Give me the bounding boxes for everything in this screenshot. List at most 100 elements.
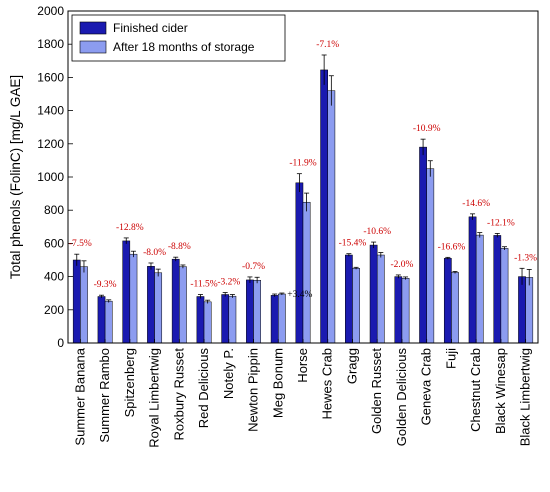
legend-swatch-finished-cider [79, 21, 107, 35]
bar-finished-cider [221, 294, 230, 344]
x-tick-label: Golden Russet [369, 348, 384, 434]
bar-after-18-months-of-storage [525, 277, 534, 344]
bar-after-18-months-of-storage [376, 254, 385, 344]
bar-finished-cider [369, 244, 378, 344]
legend-label-after-storage: After 18 months of storage [113, 40, 255, 54]
legend-box [71, 14, 286, 62]
x-tick-label: Black Winesap [493, 348, 508, 434]
bar-after-18-months-of-storage [179, 266, 187, 344]
change-label: -10.6% [363, 227, 391, 237]
bar-finished-cider [246, 279, 254, 344]
change-label: -8.0% [143, 248, 166, 258]
change-label: -0.7% [242, 262, 265, 272]
bar-finished-cider [468, 216, 477, 344]
change-label: -16.6% [438, 242, 466, 252]
bar-finished-cider [394, 276, 403, 344]
y-tick-label: 400 [44, 270, 64, 284]
y-tick-label: 1600 [37, 70, 64, 84]
bar-after-18-months-of-storage [104, 300, 113, 344]
y-tick-label: 600 [44, 236, 64, 250]
change-label: -8.8% [168, 242, 191, 252]
bar-after-18-months-of-storage [426, 168, 435, 344]
x-tick-label: Geneva Crab [419, 348, 434, 425]
bar-after-18-months-of-storage [228, 295, 237, 344]
x-tick-label: Notely P. [221, 348, 236, 399]
x-tick-label: Hewes Crab [320, 348, 335, 420]
y-tick-label: 1200 [37, 137, 64, 151]
x-tick-label: Chestnut Crab [468, 348, 483, 432]
x-axis: Summer Banana Summer Rambo Spitzenberg Roya… [72, 339, 533, 448]
x-tick-label: Gragg [344, 348, 359, 384]
x-tick-label: Royal Limbertwig [147, 348, 162, 448]
bar-finished-cider [72, 259, 81, 344]
plot-frame [67, 10, 539, 344]
y-tick-label: 0 [57, 336, 64, 350]
change-label: -9.3% [94, 280, 117, 290]
change-label: -15.4% [339, 239, 367, 249]
bar-after-18-months-of-storage [253, 280, 261, 344]
bar-finished-cider [320, 69, 328, 344]
change-label: -12.1% [487, 218, 515, 228]
bar-finished-cider [196, 296, 205, 344]
bar-after-18-months-of-storage [401, 278, 410, 344]
bar-finished-cider [419, 146, 427, 344]
change-label: -10.9% [413, 124, 441, 134]
x-tick-label: Roxbury Russet [171, 348, 186, 441]
x-tick-label: Summer Rambo [97, 348, 112, 443]
change-label: -12.8% [116, 223, 144, 233]
y-tick-label: 1000 [37, 170, 64, 184]
x-tick-label: Horse [295, 348, 310, 383]
bar-after-18-months-of-storage [500, 248, 509, 344]
bars [72, 69, 534, 344]
bar-after-18-months-of-storage [327, 90, 336, 344]
bar-after-18-months-of-storage [129, 253, 138, 344]
x-tick-label: Black Limbertwig [518, 348, 533, 446]
y-tick-label: 1400 [37, 104, 64, 118]
bar-after-18-months-of-storage [203, 301, 212, 344]
x-tick-label: Summer Banana [72, 347, 87, 445]
bar-after-18-months-of-storage [278, 293, 286, 344]
x-tick-label: Golden Delicious [394, 348, 409, 447]
bar-after-18-months-of-storage [475, 234, 484, 344]
bar-finished-cider [518, 276, 526, 344]
x-tick-label: Meg Bonum [270, 348, 285, 418]
y-axis-label: Total phenols (FolinC) [mg/L GAE] [8, 75, 23, 279]
legend-swatch-after-storage [79, 40, 107, 54]
x-tick-label: Spitzenberg [122, 348, 137, 417]
bar-after-18-months-of-storage [80, 266, 88, 344]
y-axis: 0 200 400 600 800 1000 1200 1400 1600 1800 2000 [37, 4, 73, 350]
bar-finished-cider [171, 258, 180, 344]
legend-label-finished-cider: Finished cider [113, 21, 188, 35]
y-tick-label: 800 [44, 203, 64, 217]
bar-after-18-months-of-storage [352, 268, 360, 344]
bar-finished-cider [443, 258, 452, 344]
error-bars [74, 54, 532, 304]
y-tick-label: 200 [44, 303, 64, 317]
change-label: -7.1% [316, 40, 339, 50]
y-tick-label: 1800 [37, 37, 64, 51]
bar-finished-cider [270, 295, 279, 344]
change-label: -14.6% [462, 199, 490, 209]
bar-finished-cider [122, 240, 131, 344]
bar-finished-cider [295, 182, 304, 344]
change-label: -7.5% [69, 239, 92, 249]
x-tick-label: Red Delicious [196, 348, 211, 429]
bar-after-18-months-of-storage [451, 272, 459, 344]
bar-finished-cider [97, 296, 106, 344]
change-label: -2.0% [390, 260, 413, 270]
change-label: -3.2% [217, 278, 240, 288]
change-label: -11.9% [289, 159, 316, 169]
annotations: -7.5% -9.3% -12.8% -8.0%-8.8% -11.5% -3.2%-0.… [69, 40, 537, 300]
bar-finished-cider [147, 266, 155, 344]
change-label: +3.4% [287, 290, 312, 300]
bar-finished-cider [493, 235, 502, 344]
x-tick-label: Fuji [443, 348, 458, 369]
x-tick-label: Newton Pippin [246, 348, 261, 432]
change-label: -11.5% [190, 280, 217, 290]
change-label: -1.3% [514, 253, 537, 263]
bar-finished-cider [345, 254, 353, 344]
legend: Finished cider After 18 months of storag… [71, 14, 286, 62]
bar-after-18-months-of-storage [154, 272, 163, 344]
